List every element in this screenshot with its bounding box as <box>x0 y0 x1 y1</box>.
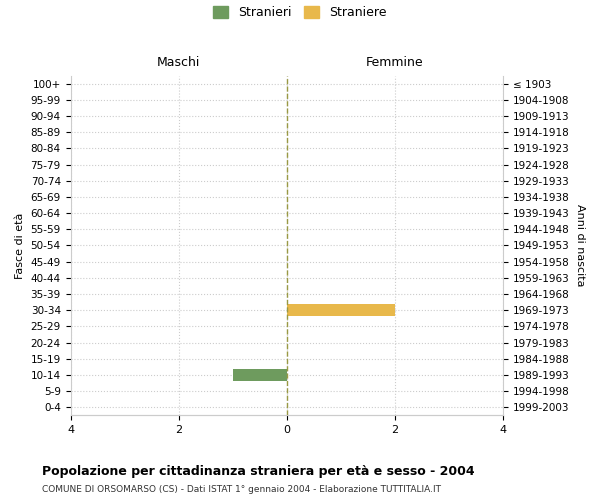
Bar <box>233 369 287 381</box>
Y-axis label: Fasce di età: Fasce di età <box>15 212 25 278</box>
Y-axis label: Anni di nascita: Anni di nascita <box>575 204 585 286</box>
Bar <box>287 304 395 316</box>
Text: COMUNE DI ORSOMARSO (CS) - Dati ISTAT 1° gennaio 2004 - Elaborazione TUTTITALIA.: COMUNE DI ORSOMARSO (CS) - Dati ISTAT 1°… <box>42 485 441 494</box>
Text: Popolazione per cittadinanza straniera per età e sesso - 2004: Popolazione per cittadinanza straniera p… <box>42 465 475 478</box>
Legend: Stranieri, Straniere: Stranieri, Straniere <box>213 6 387 19</box>
Text: Maschi: Maschi <box>157 56 200 69</box>
Text: Femmine: Femmine <box>366 56 424 69</box>
